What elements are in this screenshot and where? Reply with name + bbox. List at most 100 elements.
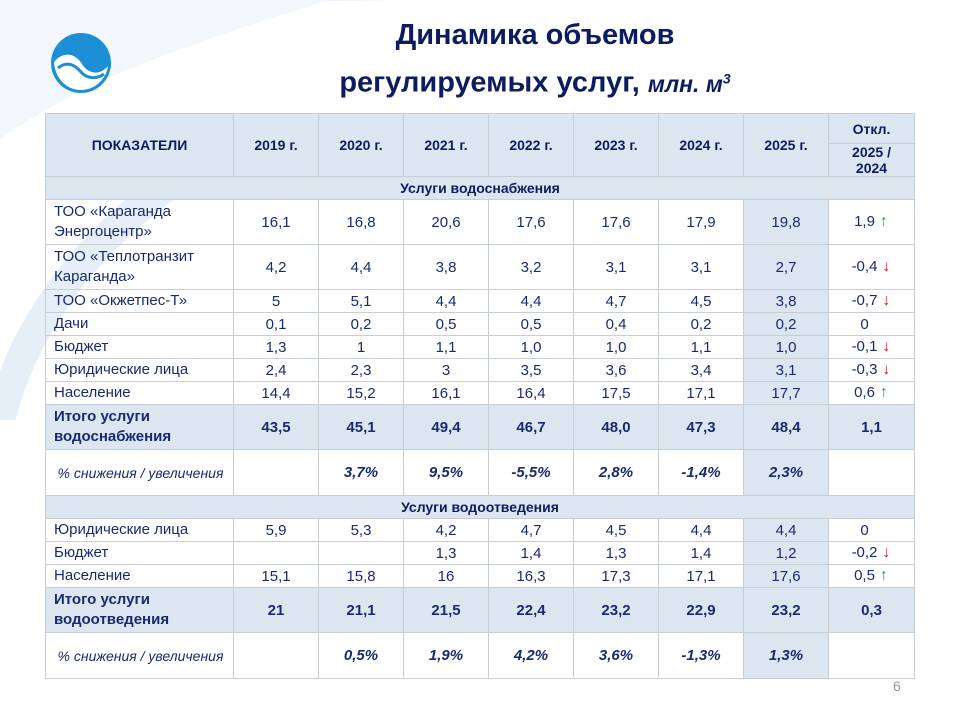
value-cell: 1,1: [658, 335, 744, 359]
title-text: регулируемых услуг,: [339, 66, 640, 99]
percent-value: 3,7%: [318, 449, 404, 496]
table-row: Юридические лица 5,9 5,3 4,2 4,7 4,5 4,4 4,4 0: [45, 518, 915, 542]
unit-text: млн. м: [647, 70, 723, 97]
percent-value: 3,6%: [573, 632, 659, 679]
value-cell: 5,1: [318, 289, 404, 313]
deviation-cell: 0,5 ↑: [828, 564, 915, 588]
total-value: 49,4: [403, 404, 489, 450]
header-year: 2019 г.: [233, 113, 319, 177]
value-cell: 4,4: [743, 518, 829, 542]
value-cell: 1,0: [573, 335, 659, 359]
header-year: 2021 г.: [403, 113, 489, 177]
value-cell: [233, 541, 319, 565]
total-value: 21: [233, 587, 319, 633]
total-row: Итого услуги водоотведения 21 21,1 21,5 22,4…: [45, 587, 915, 633]
deviation-cell: -0,7 ↓: [828, 289, 915, 313]
deviation-cell: -0,2 ↓: [828, 541, 915, 565]
deviation-value: 0,6: [854, 383, 875, 401]
percent-value: -5,5%: [488, 449, 574, 496]
value-cell: 17,1: [658, 564, 744, 588]
total-value: 23,2: [743, 587, 829, 633]
percent-value: 0,5%: [318, 632, 404, 679]
value-cell: 16: [403, 564, 489, 588]
percent-value: 1,9%: [403, 632, 489, 679]
total-value: 43,5: [233, 404, 319, 450]
value-cell: 0,2: [743, 312, 829, 336]
value-cell: 17,3: [573, 564, 659, 588]
value-cell: 4,4: [403, 289, 489, 313]
empty-cell: [828, 449, 915, 496]
header-year: 2022 г.: [488, 113, 574, 177]
deviation-value: -0,1: [851, 337, 878, 355]
percent-label: % снижения / увеличения: [45, 632, 234, 679]
value-cell: 1,2: [743, 541, 829, 565]
row-label: Бюджет: [45, 335, 234, 359]
value-cell: 2,3: [318, 358, 404, 382]
value-cell: 3,5: [488, 358, 574, 382]
value-cell: 0,2: [318, 312, 404, 336]
table-row: Бюджет 1,3 1 1,1 1,0 1,0 1,1 1,0 -0,1 ↓: [45, 335, 915, 359]
percent-value: 4,2%: [488, 632, 574, 679]
value-cell: 1,0: [743, 335, 829, 359]
value-cell: 1,4: [488, 541, 574, 565]
value-cell: 14,4: [233, 381, 319, 405]
arrow-down-icon: ↓: [882, 361, 891, 379]
value-cell: 1,3: [573, 541, 659, 565]
deviation-value: -0,4: [851, 257, 878, 275]
table-row: Население 14,4 15,2 16,1 16,4 17,5 17,1 17,7 0,6…: [45, 381, 915, 405]
value-cell: 5,9: [233, 518, 319, 542]
value-cell: 19,8: [743, 199, 829, 245]
value-cell: 0,5: [403, 312, 489, 336]
page-title: Динамика объемов регулируемых услуг, млн…: [300, 14, 770, 106]
arrow-up-icon: ↑: [879, 567, 888, 585]
value-cell: 16,1: [403, 381, 489, 405]
value-cell: 4,4: [658, 518, 744, 542]
table-row: Дачи 0,1 0,2 0,5 0,5 0,4 0,2 0,2 0: [45, 312, 915, 336]
deviation-value: 0,5: [854, 566, 875, 584]
table-row: Население 15,1 15,8 16 16,3 17,3 17,1 17,6 0,5 ↑: [45, 564, 915, 588]
arrow-down-icon: ↓: [882, 338, 891, 356]
deviation-cell: -0,4 ↓: [828, 244, 915, 290]
value-cell: 17,5: [573, 381, 659, 405]
row-label: Дачи: [45, 312, 234, 336]
services-volume-table: ПОКАЗАТЕЛИ 2019 г. 2020 г. 2021 г. 2022 …: [45, 113, 915, 679]
row-label: Бюджет: [45, 541, 234, 565]
value-cell: 5,3: [318, 518, 404, 542]
value-cell: 1,4: [658, 541, 744, 565]
row-label: Юридические лица: [45, 358, 234, 382]
value-cell: 3,8: [743, 289, 829, 313]
arrow-down-icon: ↓: [882, 544, 891, 562]
table-row: Юридические лица 2,4 2,3 3 3,5 3,6 3,4 3,1 -0,3 ↓: [45, 358, 915, 382]
total-value: 45,1: [318, 404, 404, 450]
row-label: ТОО «Теплотранзит Караганда»: [45, 244, 234, 290]
value-cell: 1: [318, 335, 404, 359]
value-cell: 3: [403, 358, 489, 382]
deviation-value: 0: [860, 315, 869, 333]
percent-value: [233, 449, 319, 496]
section-header-row: Услуги водоотведения: [45, 495, 915, 519]
section-title: Услуги водоотведения: [45, 495, 915, 519]
value-cell: 4,5: [573, 518, 659, 542]
table-row: ТОО «Караганда Энергоцентр» 16,1 16,8 20,6 1…: [45, 199, 915, 245]
total-label: Итого услуги водоотведения: [45, 587, 234, 633]
value-cell: 17,7: [743, 381, 829, 405]
total-value: 22,9: [658, 587, 744, 633]
total-value: 21,5: [403, 587, 489, 633]
value-cell: 4,2: [403, 518, 489, 542]
percent-value: 1,3%: [743, 632, 829, 679]
arrow-up-icon: ↑: [879, 384, 888, 402]
header-year: 2020 г.: [318, 113, 404, 177]
value-cell: 0,1: [233, 312, 319, 336]
total-value: 47,3: [658, 404, 744, 450]
section-title: Услуги водоснабжения: [45, 176, 915, 200]
deviation-cell: -0,3 ↓: [828, 358, 915, 382]
total-value: 22,4: [488, 587, 574, 633]
company-logo: [51, 33, 111, 93]
deviation-value: 0: [860, 521, 869, 539]
arrow-down-icon: ↓: [882, 258, 891, 276]
row-label: Юридические лица: [45, 518, 234, 542]
table-row: ТОО «Окжетпес-Т» 5 5,1 4,4 4,4 4,7 4,5 3,8 -0,7 ↓: [45, 289, 915, 313]
value-cell: 17,6: [488, 199, 574, 245]
value-cell: 4,4: [488, 289, 574, 313]
row-label: ТОО «Караганда Энергоцентр»: [45, 199, 234, 245]
